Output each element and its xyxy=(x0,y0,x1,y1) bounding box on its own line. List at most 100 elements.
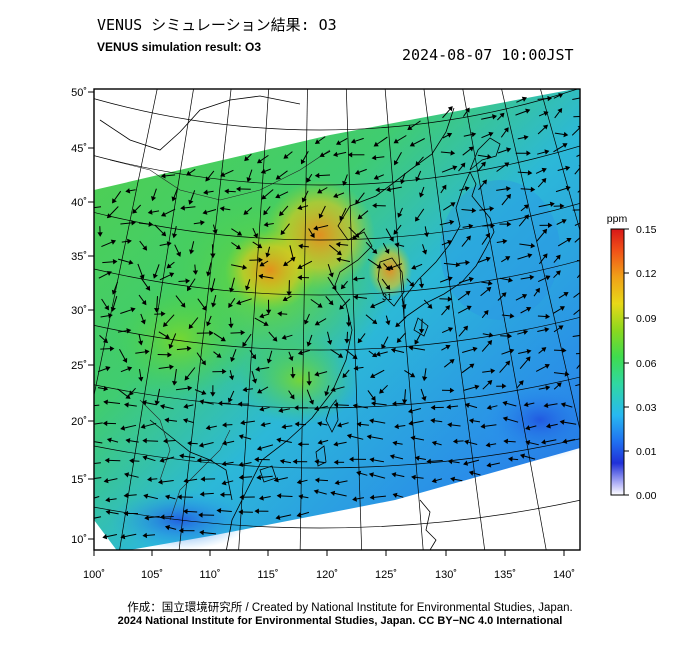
wind-arrow-head xyxy=(297,264,303,270)
wind-arrow-head xyxy=(258,257,263,263)
wind-arrow-head xyxy=(235,244,241,250)
wind-arrow-head xyxy=(177,494,182,500)
wind-arrow-head xyxy=(128,390,134,396)
parallel-line xyxy=(94,89,579,131)
wind-arrow-head xyxy=(557,108,563,114)
wind-arrow-head xyxy=(421,376,428,382)
wind-arrow-head xyxy=(314,459,320,465)
colorbar-label: 0.12 xyxy=(636,268,657,280)
wind-arrow-head xyxy=(563,131,569,138)
parallel-line xyxy=(94,202,580,241)
wind-arrow xyxy=(576,363,580,369)
wind-arrow-head xyxy=(159,457,165,463)
wind-arrow-head xyxy=(275,514,281,520)
wind-arrow-head xyxy=(372,202,377,209)
wind-arrow-head xyxy=(186,286,192,292)
wind-arrow-head xyxy=(541,167,547,173)
wind-arrow-head xyxy=(579,234,580,236)
wind-arrow-head xyxy=(335,241,341,248)
wind-arrow-head xyxy=(278,407,284,413)
wind-arrow-head xyxy=(160,311,166,317)
wind-arrow-head xyxy=(127,238,132,245)
wind-arrow-head xyxy=(125,394,131,399)
wind-arrow-head xyxy=(236,299,242,306)
wind-arrow-head xyxy=(558,93,564,99)
wind-arrow-head xyxy=(279,458,285,465)
wind-arrow-head xyxy=(171,196,177,202)
wind-arrow-head xyxy=(298,494,304,500)
colorbar-label: 0.01 xyxy=(636,446,657,458)
wind-arrow-head xyxy=(337,422,343,428)
wind-arrow-head xyxy=(339,304,345,310)
wind-arrow-head xyxy=(102,534,108,540)
wind-arrow-head xyxy=(357,214,363,220)
wind-arrow-head xyxy=(167,352,172,358)
wind-arrow-head xyxy=(375,351,381,357)
wind-arrow-head xyxy=(472,346,478,352)
wind-arrow-head xyxy=(582,305,585,308)
wind-arrow-head xyxy=(523,134,529,141)
wind-arrow-head xyxy=(202,209,208,215)
wind-arrow-head xyxy=(352,354,358,360)
wind-arrow-head xyxy=(288,356,294,362)
wind-arrow xyxy=(573,115,580,118)
wind-arrow-head xyxy=(224,188,229,195)
wind-arrow-head xyxy=(582,96,585,100)
wind-arrow-head xyxy=(140,319,146,325)
wind-arrow-head xyxy=(154,400,160,406)
wind-arrow-head xyxy=(579,289,580,290)
wind-arrow-head xyxy=(328,300,334,306)
wind-arrow-head xyxy=(103,478,109,484)
wind-arrow-head xyxy=(545,385,551,391)
wind-arrow-head xyxy=(230,356,236,363)
wind-arrow-head xyxy=(188,199,194,205)
wind-arrow-head xyxy=(105,509,111,515)
wind-arrow-head xyxy=(244,156,250,162)
wind-arrow-head xyxy=(137,340,144,346)
wind-arrow-head xyxy=(328,272,334,278)
wind-arrow-head xyxy=(530,186,536,193)
wind-arrow-head xyxy=(545,275,551,281)
wind-arrow xyxy=(575,353,580,355)
wind-arrow-head xyxy=(330,386,336,392)
wind-arrow-head xyxy=(545,423,551,429)
wind-arrow-head xyxy=(542,124,549,130)
wind-arrow xyxy=(94,422,103,425)
wind-arrow-head xyxy=(313,489,319,495)
wind-arrow-head xyxy=(409,281,415,287)
graticule-lines xyxy=(94,89,580,550)
wind-arrow-head xyxy=(582,186,586,189)
wind-arrow-head xyxy=(396,337,402,343)
wind-arrow-head xyxy=(272,336,278,342)
wind-arrow-head xyxy=(257,243,263,249)
wind-arrow-head xyxy=(263,221,269,228)
wind-arrow-head xyxy=(518,380,524,386)
wind-arrow-head xyxy=(558,325,564,331)
wind-arrow-head xyxy=(243,209,249,215)
wind-arrow-head xyxy=(283,153,289,159)
wind-arrow-head xyxy=(393,138,399,144)
wind-arrow-head xyxy=(260,168,266,174)
wind-arrow-head xyxy=(141,400,147,406)
wind-arrow-head xyxy=(209,287,215,293)
wind-arrow-head xyxy=(548,222,553,228)
wind-arrow-head xyxy=(541,439,546,445)
wind-arrow-head xyxy=(555,270,561,276)
wind-arrow-head xyxy=(94,500,95,501)
wind-arrow-head xyxy=(210,253,216,259)
wind-arrow-head xyxy=(525,440,531,446)
wind-arrow xyxy=(94,462,101,464)
wind-arrow-head xyxy=(332,151,338,157)
wind-arrow-head xyxy=(486,462,492,468)
wind-arrow-head xyxy=(543,402,549,408)
wind-arrow-head xyxy=(394,242,400,248)
wind-arrow-head xyxy=(447,458,453,465)
wind-vectors xyxy=(94,93,586,540)
wind-arrow-head xyxy=(120,533,126,540)
wind-arrow-head xyxy=(490,368,496,374)
wind-arrow-head xyxy=(418,283,425,289)
wind-arrow-head xyxy=(410,372,416,378)
map-frame xyxy=(93,88,581,551)
wind-arrow-head xyxy=(279,210,285,217)
parallel-line xyxy=(94,260,580,296)
